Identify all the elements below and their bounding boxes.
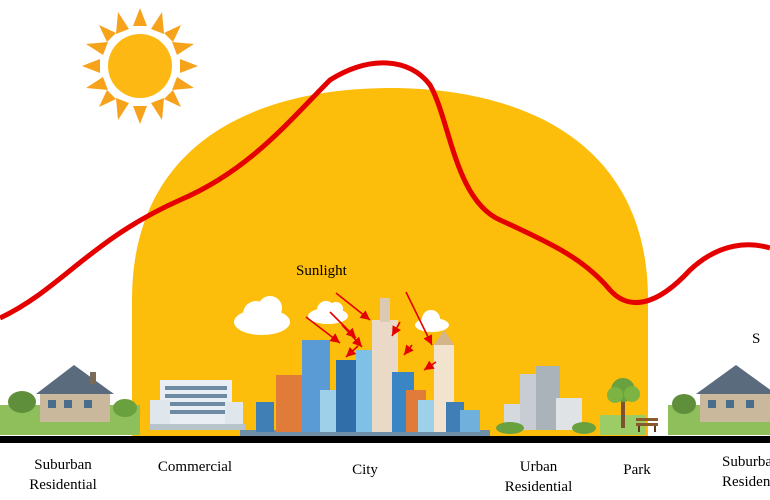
zone-label-urban-residential: Urban Residential [504,459,573,495]
edge-label-fragment: S [752,331,761,347]
heat-dome [132,88,648,440]
zone-label-park: Park [623,462,651,478]
sunlight-label: Sunlight [296,263,347,279]
sunlight-arrows [305,291,437,371]
ground-line [0,436,770,443]
bench-icon [636,418,658,432]
zone-label-suburban-residential-left: Suburban Residential [29,457,97,493]
zone-label-commercial: Commercial [157,459,233,475]
house-icon-right [668,365,770,435]
temperature-curve [0,60,770,321]
zone-label-suburban-residential-right: Suburban Residential [722,454,770,490]
skyscraper-icon [240,298,490,438]
urban-residential-building-icon [496,366,596,434]
tree-icon [600,378,646,435]
sun-icon [82,8,198,124]
house-icon [0,365,140,435]
zone-label-city: City [352,462,378,478]
commercial-building-icon [150,380,245,430]
